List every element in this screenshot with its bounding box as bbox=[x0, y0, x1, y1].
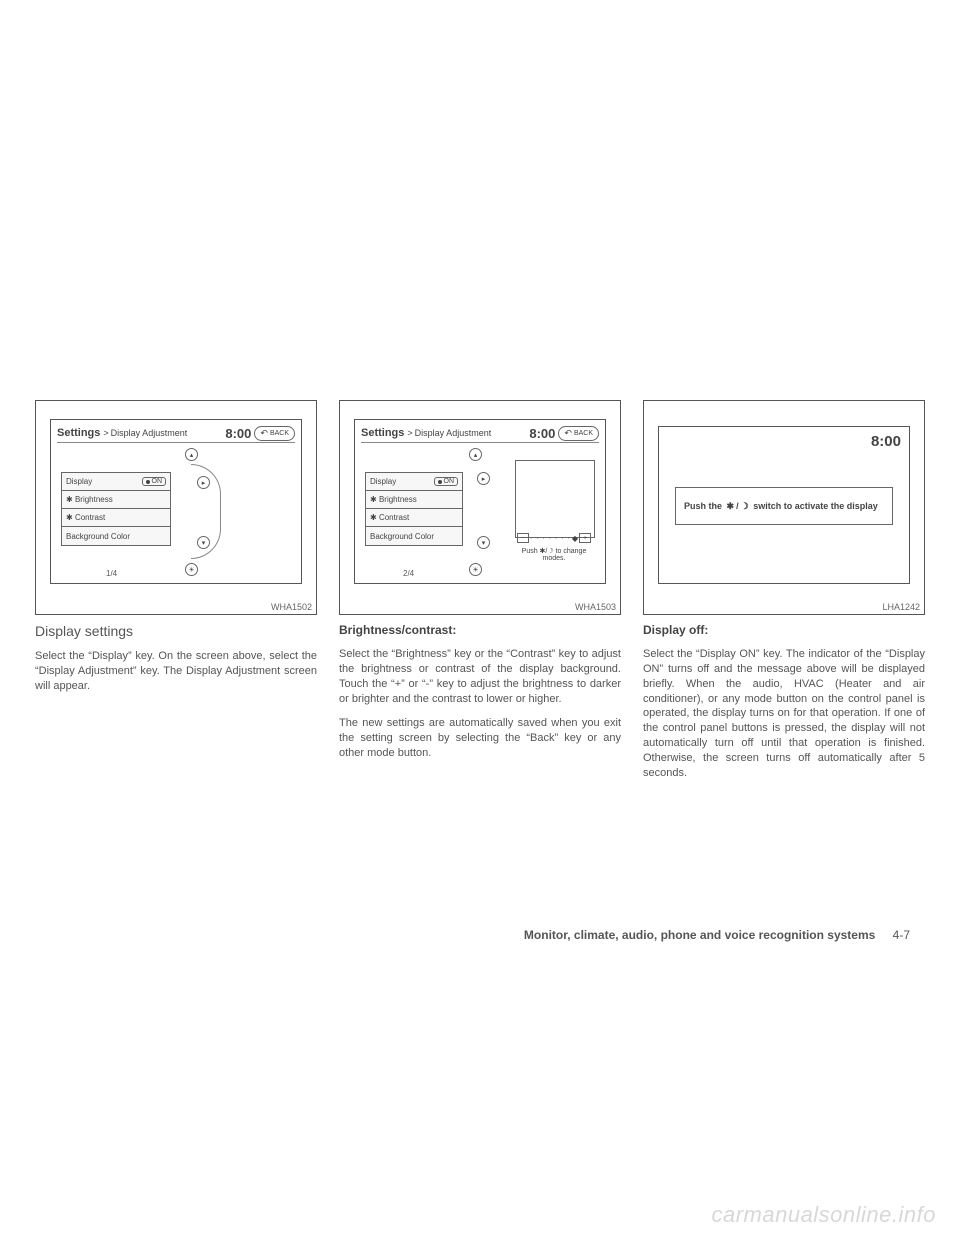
menu-label: Background Color bbox=[370, 532, 434, 541]
scroll-arc: ▴ ▸ ▾ ☀ bbox=[467, 448, 495, 576]
column-1: Settings > Display Adjustment 8:00 ↶ BAC… bbox=[35, 400, 317, 781]
clock-text: 8:00 bbox=[529, 426, 555, 441]
scroll-down-icon[interactable]: ☀ bbox=[185, 563, 198, 576]
page-counter: 2/4 bbox=[403, 569, 414, 578]
col3-heading: Display off: bbox=[643, 623, 925, 637]
figure-label: LHA1242 bbox=[882, 602, 920, 612]
back-label: BACK bbox=[270, 430, 289, 437]
on-text: ON bbox=[444, 478, 455, 485]
preview-pane bbox=[515, 460, 595, 538]
scroll-up-icon[interactable]: ▴ bbox=[185, 448, 198, 461]
footer-page-number: 4-7 bbox=[893, 928, 910, 942]
fig2-screen: Settings > Display Adjustment 8:00 ↶ BAC… bbox=[354, 419, 606, 584]
column-3: 8:00 Push the ✱/☽ switch to activate the… bbox=[643, 400, 925, 781]
scroll-mid-down-icon[interactable]: ▾ bbox=[477, 536, 490, 549]
sun-icon: ✱ bbox=[66, 513, 73, 522]
scroll-mid-icon[interactable]: ▸ bbox=[477, 472, 490, 485]
menu-label: Brightness bbox=[75, 495, 113, 504]
menu-label: Brightness bbox=[379, 495, 417, 504]
scroll-mid-down-icon[interactable]: ▾ bbox=[197, 536, 210, 549]
col2-paragraph-1: Select the “Brightness” key or the “Cont… bbox=[339, 647, 621, 706]
on-indicator: ON bbox=[142, 477, 167, 486]
scroll-arc: ▴ ▸ ▾ ☀ bbox=[179, 448, 207, 576]
menu-item-contrast[interactable]: ✱ Contrast bbox=[62, 509, 170, 527]
sun-icon: ✱ bbox=[727, 501, 735, 511]
scroll-down-icon[interactable]: ☀ bbox=[469, 563, 482, 576]
sun-icon: ✱ bbox=[370, 495, 377, 504]
col2-paragraph-2: The new settings are automatically saved… bbox=[339, 716, 621, 761]
fig1-header: Settings > Display Adjustment 8:00 ↶ BAC… bbox=[57, 424, 295, 442]
back-label: BACK bbox=[574, 430, 593, 437]
breadcrumb-main: Settings bbox=[361, 427, 404, 439]
activation-message: Push the ✱/☽ switch to activate the disp… bbox=[675, 487, 893, 525]
push-text-post: switch to activate the display bbox=[753, 501, 878, 511]
back-button[interactable]: ↶ BACK bbox=[254, 426, 295, 441]
menu-item-bgcolor[interactable]: Background Color bbox=[366, 527, 462, 545]
col1-paragraph: Select the “Display” key. On the screen … bbox=[35, 649, 317, 694]
hint-text: Push ✱/☽ to change modes. bbox=[515, 548, 593, 563]
menu-label: Background Color bbox=[66, 532, 130, 541]
menu-item-brightness[interactable]: ✱ Brightness bbox=[62, 491, 170, 509]
dot-icon bbox=[438, 480, 442, 484]
sun-icon: ✱ bbox=[370, 513, 377, 522]
breadcrumb-main: Settings bbox=[57, 427, 100, 439]
back-arrow-icon: ↶ bbox=[260, 428, 268, 439]
menu-label: Display bbox=[370, 477, 396, 486]
fig2-menu: Display ON ✱ Brightness ✱ Contrast Backg… bbox=[365, 472, 463, 546]
breadcrumb-sub: Display Adjustment bbox=[415, 428, 492, 438]
back-button[interactable]: ↶ BACK bbox=[558, 426, 599, 441]
footer-section: Monitor, climate, audio, phone and voice… bbox=[524, 928, 875, 942]
col2-heading: Brightness/contrast: bbox=[339, 623, 621, 637]
scroll-mid-up-icon[interactable]: ▸ bbox=[197, 476, 210, 489]
breadcrumb-sub: Display Adjustment bbox=[111, 428, 188, 438]
page-footer: Monitor, climate, audio, phone and voice… bbox=[524, 928, 910, 942]
menu-label: Contrast bbox=[75, 513, 105, 522]
figure-3: 8:00 Push the ✱/☽ switch to activate the… bbox=[643, 400, 925, 615]
header-divider bbox=[361, 442, 599, 443]
figure-label: WHA1502 bbox=[271, 602, 312, 612]
moon-icon: ☽ bbox=[741, 501, 749, 511]
figure-2: Settings > Display Adjustment 8:00 ↶ BAC… bbox=[339, 400, 621, 615]
push-text-pre: Push the bbox=[684, 501, 722, 511]
clock-text: 8:00 bbox=[871, 433, 901, 450]
menu-label: Display bbox=[66, 477, 92, 486]
brightness-slider[interactable]: − · · · · · · · ◆ + bbox=[513, 533, 595, 543]
fig3-screen: 8:00 Push the ✱/☽ switch to activate the… bbox=[658, 426, 910, 584]
clock-text: 8:00 bbox=[225, 426, 251, 441]
slider-dots-icon: · · · · · · · bbox=[530, 535, 571, 542]
fig1-screen: Settings > Display Adjustment 8:00 ↶ BAC… bbox=[50, 419, 302, 584]
back-arrow-icon: ↶ bbox=[564, 428, 572, 439]
menu-item-display[interactable]: Display ON bbox=[366, 473, 462, 491]
menu-item-contrast[interactable]: ✱ Contrast bbox=[366, 509, 462, 527]
breadcrumb-chevron-icon: > bbox=[103, 428, 108, 438]
menu-item-brightness[interactable]: ✱ Brightness bbox=[366, 491, 462, 509]
minus-button[interactable]: − bbox=[517, 533, 529, 543]
fig1-menu: Display ON ✱ Brightness ✱ Contrast Backg… bbox=[61, 472, 171, 546]
sun-icon: ✱ bbox=[66, 495, 73, 504]
slider-marker-icon: ◆ bbox=[572, 534, 578, 543]
on-text: ON bbox=[152, 478, 163, 485]
page-columns: Settings > Display Adjustment 8:00 ↶ BAC… bbox=[35, 400, 925, 781]
breadcrumb-chevron-icon: > bbox=[407, 428, 412, 438]
plus-button[interactable]: + bbox=[579, 533, 591, 543]
col1-heading: Display settings bbox=[35, 623, 317, 639]
on-indicator: ON bbox=[434, 477, 459, 486]
header-divider bbox=[57, 442, 295, 443]
column-2: Settings > Display Adjustment 8:00 ↶ BAC… bbox=[339, 400, 621, 781]
figure-label: WHA1503 bbox=[575, 602, 616, 612]
scroll-up-icon[interactable]: ▴ bbox=[469, 448, 482, 461]
dot-icon bbox=[146, 480, 150, 484]
watermark: carmanualsonline.info bbox=[711, 1202, 936, 1228]
figure-1: Settings > Display Adjustment 8:00 ↶ BAC… bbox=[35, 400, 317, 615]
menu-item-display[interactable]: Display ON bbox=[62, 473, 170, 491]
fig2-header: Settings > Display Adjustment 8:00 ↶ BAC… bbox=[361, 424, 599, 442]
page-counter: 1/4 bbox=[106, 569, 117, 578]
col3-paragraph: Select the “Display ON” key. The indicat… bbox=[643, 647, 925, 781]
menu-item-bgcolor[interactable]: Background Color bbox=[62, 527, 170, 545]
menu-label: Contrast bbox=[379, 513, 409, 522]
